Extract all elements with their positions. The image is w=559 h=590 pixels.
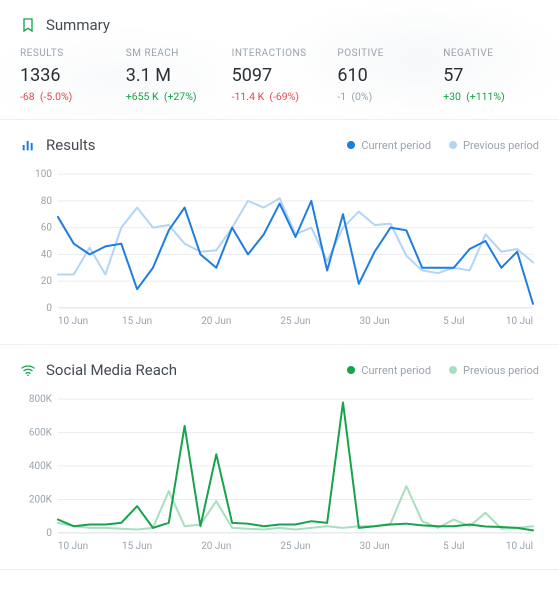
svg-text:15 Jun: 15 Jun	[122, 316, 152, 327]
svg-text:20 Jun: 20 Jun	[201, 316, 231, 327]
reach-chart: 0 200K 400K 600K 800K 10 Jun 15 Jun 20 Jun 25 Ju…	[20, 393, 539, 553]
metric-delta: -1 (0%)	[337, 90, 433, 103]
metric-value: 5097	[232, 65, 328, 86]
svg-text:0: 0	[46, 528, 52, 539]
metric-label: SM REACH	[126, 48, 222, 59]
svg-text:10 Jun: 10 Jun	[58, 316, 88, 327]
metric-delta: +30 (+111%)	[443, 90, 539, 103]
svg-text:80: 80	[41, 196, 53, 207]
results-section: Results Current period Previous period 0…	[0, 120, 559, 345]
wifi-icon	[20, 362, 36, 378]
metric-label: INTERACTIONS	[232, 48, 328, 59]
svg-text:15 Jun: 15 Jun	[122, 541, 152, 552]
metric-value: 57	[443, 65, 539, 86]
metric-value: 610	[337, 65, 433, 86]
metric-card: SM REACH 3.1 M +655 K (+27%)	[126, 48, 222, 103]
metric-label: NEGATIVE	[443, 48, 539, 59]
bar-chart-icon	[20, 137, 36, 153]
svg-text:100: 100	[35, 169, 52, 180]
svg-text:600K: 600K	[29, 428, 53, 439]
legend-dot-current	[347, 141, 355, 149]
legend-label-previous: Previous period	[463, 364, 539, 377]
bookmark-icon	[20, 17, 36, 33]
legend-dot-current	[347, 366, 355, 374]
svg-text:30 Jun: 30 Jun	[360, 316, 390, 327]
legend-label-previous: Previous period	[463, 139, 539, 152]
metric-value: 1336	[20, 65, 116, 86]
metric-card: NEGATIVE 57 +30 (+111%)	[443, 48, 539, 103]
summary-section: Summary RESULTS 1336 -68 (-5.0%) SM REACH 3.…	[0, 0, 559, 120]
metric-delta: -11.4 K (-69%)	[232, 90, 328, 103]
svg-text:5 Jul: 5 Jul	[443, 541, 465, 552]
reach-section: Social Media Reach Current period Previo…	[0, 345, 559, 570]
results-legend: Current period Previous period	[347, 139, 539, 152]
reach-title: Social Media Reach	[46, 361, 177, 379]
svg-text:0: 0	[46, 303, 52, 314]
metric-card: INTERACTIONS 5097 -11.4 K (-69%)	[232, 48, 328, 103]
svg-text:200K: 200K	[29, 494, 53, 505]
svg-text:400K: 400K	[29, 461, 53, 472]
legend-previous: Previous period	[449, 139, 539, 152]
svg-text:60: 60	[41, 223, 53, 234]
svg-text:25 Jun: 25 Jun	[280, 541, 310, 552]
summary-header: Summary	[20, 16, 539, 34]
results-header: Results Current period Previous period	[20, 136, 539, 154]
svg-text:10 Jun: 10 Jun	[58, 541, 88, 552]
legend-label-current: Current period	[361, 364, 431, 377]
legend-current: Current period	[347, 139, 431, 152]
metric-value: 3.1 M	[126, 65, 222, 86]
results-title: Results	[46, 136, 96, 154]
metric-card: RESULTS 1336 -68 (-5.0%)	[20, 48, 116, 103]
metric-delta: -68 (-5.0%)	[20, 90, 116, 103]
svg-text:25 Jun: 25 Jun	[280, 316, 310, 327]
metric-label: POSITIVE	[337, 48, 433, 59]
legend-current: Current period	[347, 364, 431, 377]
metric-delta: +655 K (+27%)	[126, 90, 222, 103]
svg-text:5 Jul: 5 Jul	[443, 316, 465, 327]
summary-title: Summary	[46, 16, 110, 34]
legend-previous: Previous period	[449, 364, 539, 377]
legend-dot-previous	[449, 141, 457, 149]
svg-text:20 Jun: 20 Jun	[201, 541, 231, 552]
summary-metrics: RESULTS 1336 -68 (-5.0%) SM REACH 3.1 M +655 …	[20, 48, 539, 103]
svg-text:10 Jul: 10 Jul	[506, 316, 533, 327]
svg-text:800K: 800K	[29, 394, 53, 405]
svg-text:20: 20	[41, 276, 53, 287]
reach-header: Social Media Reach Current period Previo…	[20, 361, 539, 379]
legend-label-current: Current period	[361, 139, 431, 152]
results-chart: 0 20 40 60 80 100 10 Jun 15 Jun 20 Jun 25 Jun 30 J…	[20, 168, 539, 328]
reach-chart-svg: 0 200K 400K 600K 800K 10 Jun 15 Jun 20 Jun 25 Ju…	[20, 393, 539, 553]
svg-text:40: 40	[41, 249, 53, 260]
svg-text:30 Jun: 30 Jun	[360, 541, 390, 552]
metric-label: RESULTS	[20, 48, 116, 59]
results-chart-svg: 0 20 40 60 80 100 10 Jun 15 Jun 20 Jun 25 Jun 30 J…	[20, 168, 539, 328]
svg-text:10 Jul: 10 Jul	[506, 541, 533, 552]
metric-card: POSITIVE 610 -1 (0%)	[337, 48, 433, 103]
reach-legend: Current period Previous period	[347, 364, 539, 377]
legend-dot-previous	[449, 366, 457, 374]
